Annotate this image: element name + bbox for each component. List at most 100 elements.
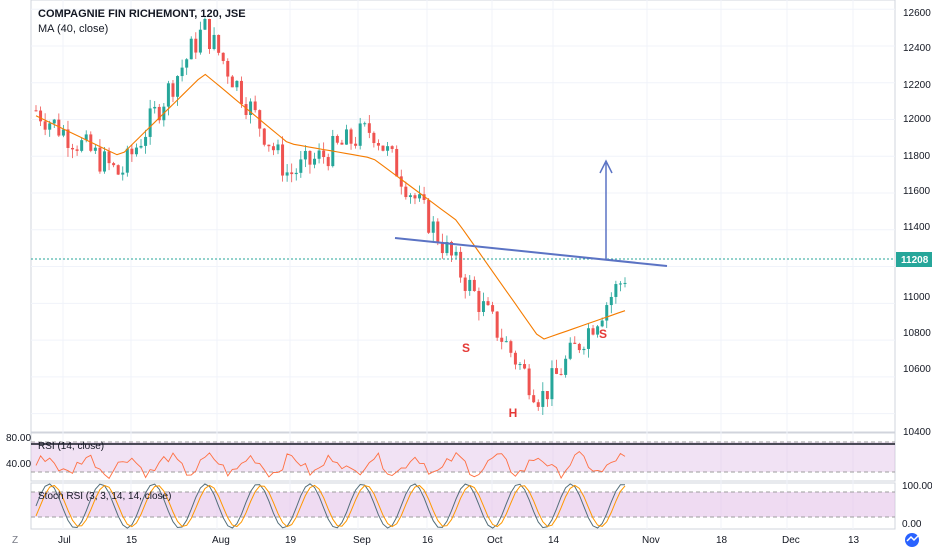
stoch-band <box>31 492 895 517</box>
candle-body <box>194 38 198 53</box>
price-pane[interactable] <box>30 0 896 433</box>
candle-body <box>230 76 234 88</box>
candle-body <box>308 150 312 165</box>
candle-body <box>153 106 157 109</box>
candle-body <box>399 176 403 187</box>
candle-body <box>363 123 367 125</box>
candle-body <box>436 221 440 243</box>
candle-body <box>404 186 408 198</box>
candle-body <box>326 157 330 167</box>
candle-body <box>148 108 152 137</box>
candle-body <box>130 148 134 155</box>
candle-body <box>102 151 106 172</box>
candle-body <box>271 146 275 151</box>
candle-body <box>116 165 120 175</box>
price-tick: 11800 <box>903 151 931 162</box>
candle-body <box>112 163 116 166</box>
candle-body <box>390 146 394 149</box>
candle-body <box>144 136 148 146</box>
candle-body <box>609 296 613 306</box>
candle-body <box>614 284 618 297</box>
symbol-title: COMPAGNIE FIN RICHEMONT, 120, JSE <box>38 8 246 20</box>
candle-body <box>303 150 307 160</box>
stoch-k-line <box>35 483 626 529</box>
head-label: H <box>509 406 518 420</box>
candle-body <box>235 80 239 88</box>
candle-body <box>121 172 125 175</box>
candle-body <box>80 140 84 151</box>
price-tick: 11400 <box>903 222 931 233</box>
candle-body <box>495 311 499 338</box>
time-axis[interactable]: Jul 15 Aug 19 Sep 16 Oct 14 Nov 18 Dec 1… <box>58 535 860 546</box>
candle-body <box>513 352 517 365</box>
candle-body <box>582 348 586 351</box>
time-tick: Aug <box>212 535 230 546</box>
candle-body <box>596 326 600 335</box>
time-tick: Jul <box>58 535 71 546</box>
candle-body <box>285 172 289 176</box>
candle-body <box>290 172 294 175</box>
candle-body <box>139 145 143 148</box>
candle-body <box>249 101 253 115</box>
candle-body <box>294 172 298 175</box>
price-tick: 11600 <box>903 186 931 197</box>
candle-body <box>427 199 431 233</box>
candle-body <box>98 147 102 172</box>
neckline[interactable] <box>394 237 668 267</box>
current-price-badge <box>896 252 932 267</box>
grid-lines <box>31 0 895 529</box>
candle-body <box>166 83 170 107</box>
candle-body <box>349 129 353 144</box>
candle-body <box>386 146 390 151</box>
stoch-d-line <box>35 484 626 528</box>
candle-body <box>212 34 216 49</box>
candle-body <box>157 106 161 121</box>
candle-body <box>573 342 577 344</box>
time-tick: 16 <box>422 535 434 546</box>
candle-body <box>107 151 111 164</box>
candle-body <box>477 291 481 312</box>
candle-body <box>445 241 449 254</box>
candle-body <box>34 110 38 112</box>
timezone-button[interactable]: Z <box>12 535 18 546</box>
candle-body <box>454 251 458 256</box>
candle-body <box>623 282 627 284</box>
rsi-tick: 80.00 <box>6 433 31 444</box>
price-axis[interactable]: 12600 12400 12200 12000 11800 11600 1140… <box>903 8 931 438</box>
candle-body <box>536 402 540 407</box>
candle-body <box>527 368 531 396</box>
price-tick: 11000 <box>903 292 931 303</box>
candle-body <box>189 38 193 60</box>
current-price-value: 11208 <box>901 255 929 266</box>
candle-body <box>43 121 47 130</box>
candle-body <box>422 194 426 200</box>
candle-body <box>605 305 609 321</box>
candle-body <box>559 373 563 375</box>
candle-body <box>185 59 189 68</box>
candle-body <box>66 129 70 148</box>
rsi-label: RSI (14, close) <box>38 441 104 452</box>
stoch-tick: 0.00 <box>902 519 922 530</box>
stoch-label: Stoch RSI (3, 3, 14, 14, close) <box>38 491 171 502</box>
candle-body <box>408 195 412 198</box>
right-shoulder-label: S <box>599 327 607 341</box>
candle-body <box>262 128 266 145</box>
candle-body <box>518 364 522 366</box>
rsi-pane[interactable] <box>30 432 896 482</box>
candle-body <box>226 60 230 77</box>
candle-body <box>244 104 248 115</box>
candle-body <box>532 395 536 403</box>
candle-body <box>180 67 184 77</box>
candle-body <box>221 52 225 61</box>
candle-body <box>381 145 385 151</box>
candle-body <box>376 143 380 146</box>
candle-body <box>449 241 453 256</box>
rsi-line <box>35 451 626 480</box>
candle-body <box>491 305 495 312</box>
time-tick: 14 <box>548 535 560 546</box>
candle-body <box>459 251 463 278</box>
candle-body <box>198 29 202 53</box>
candle-body <box>61 129 65 136</box>
candle-body <box>440 242 444 254</box>
